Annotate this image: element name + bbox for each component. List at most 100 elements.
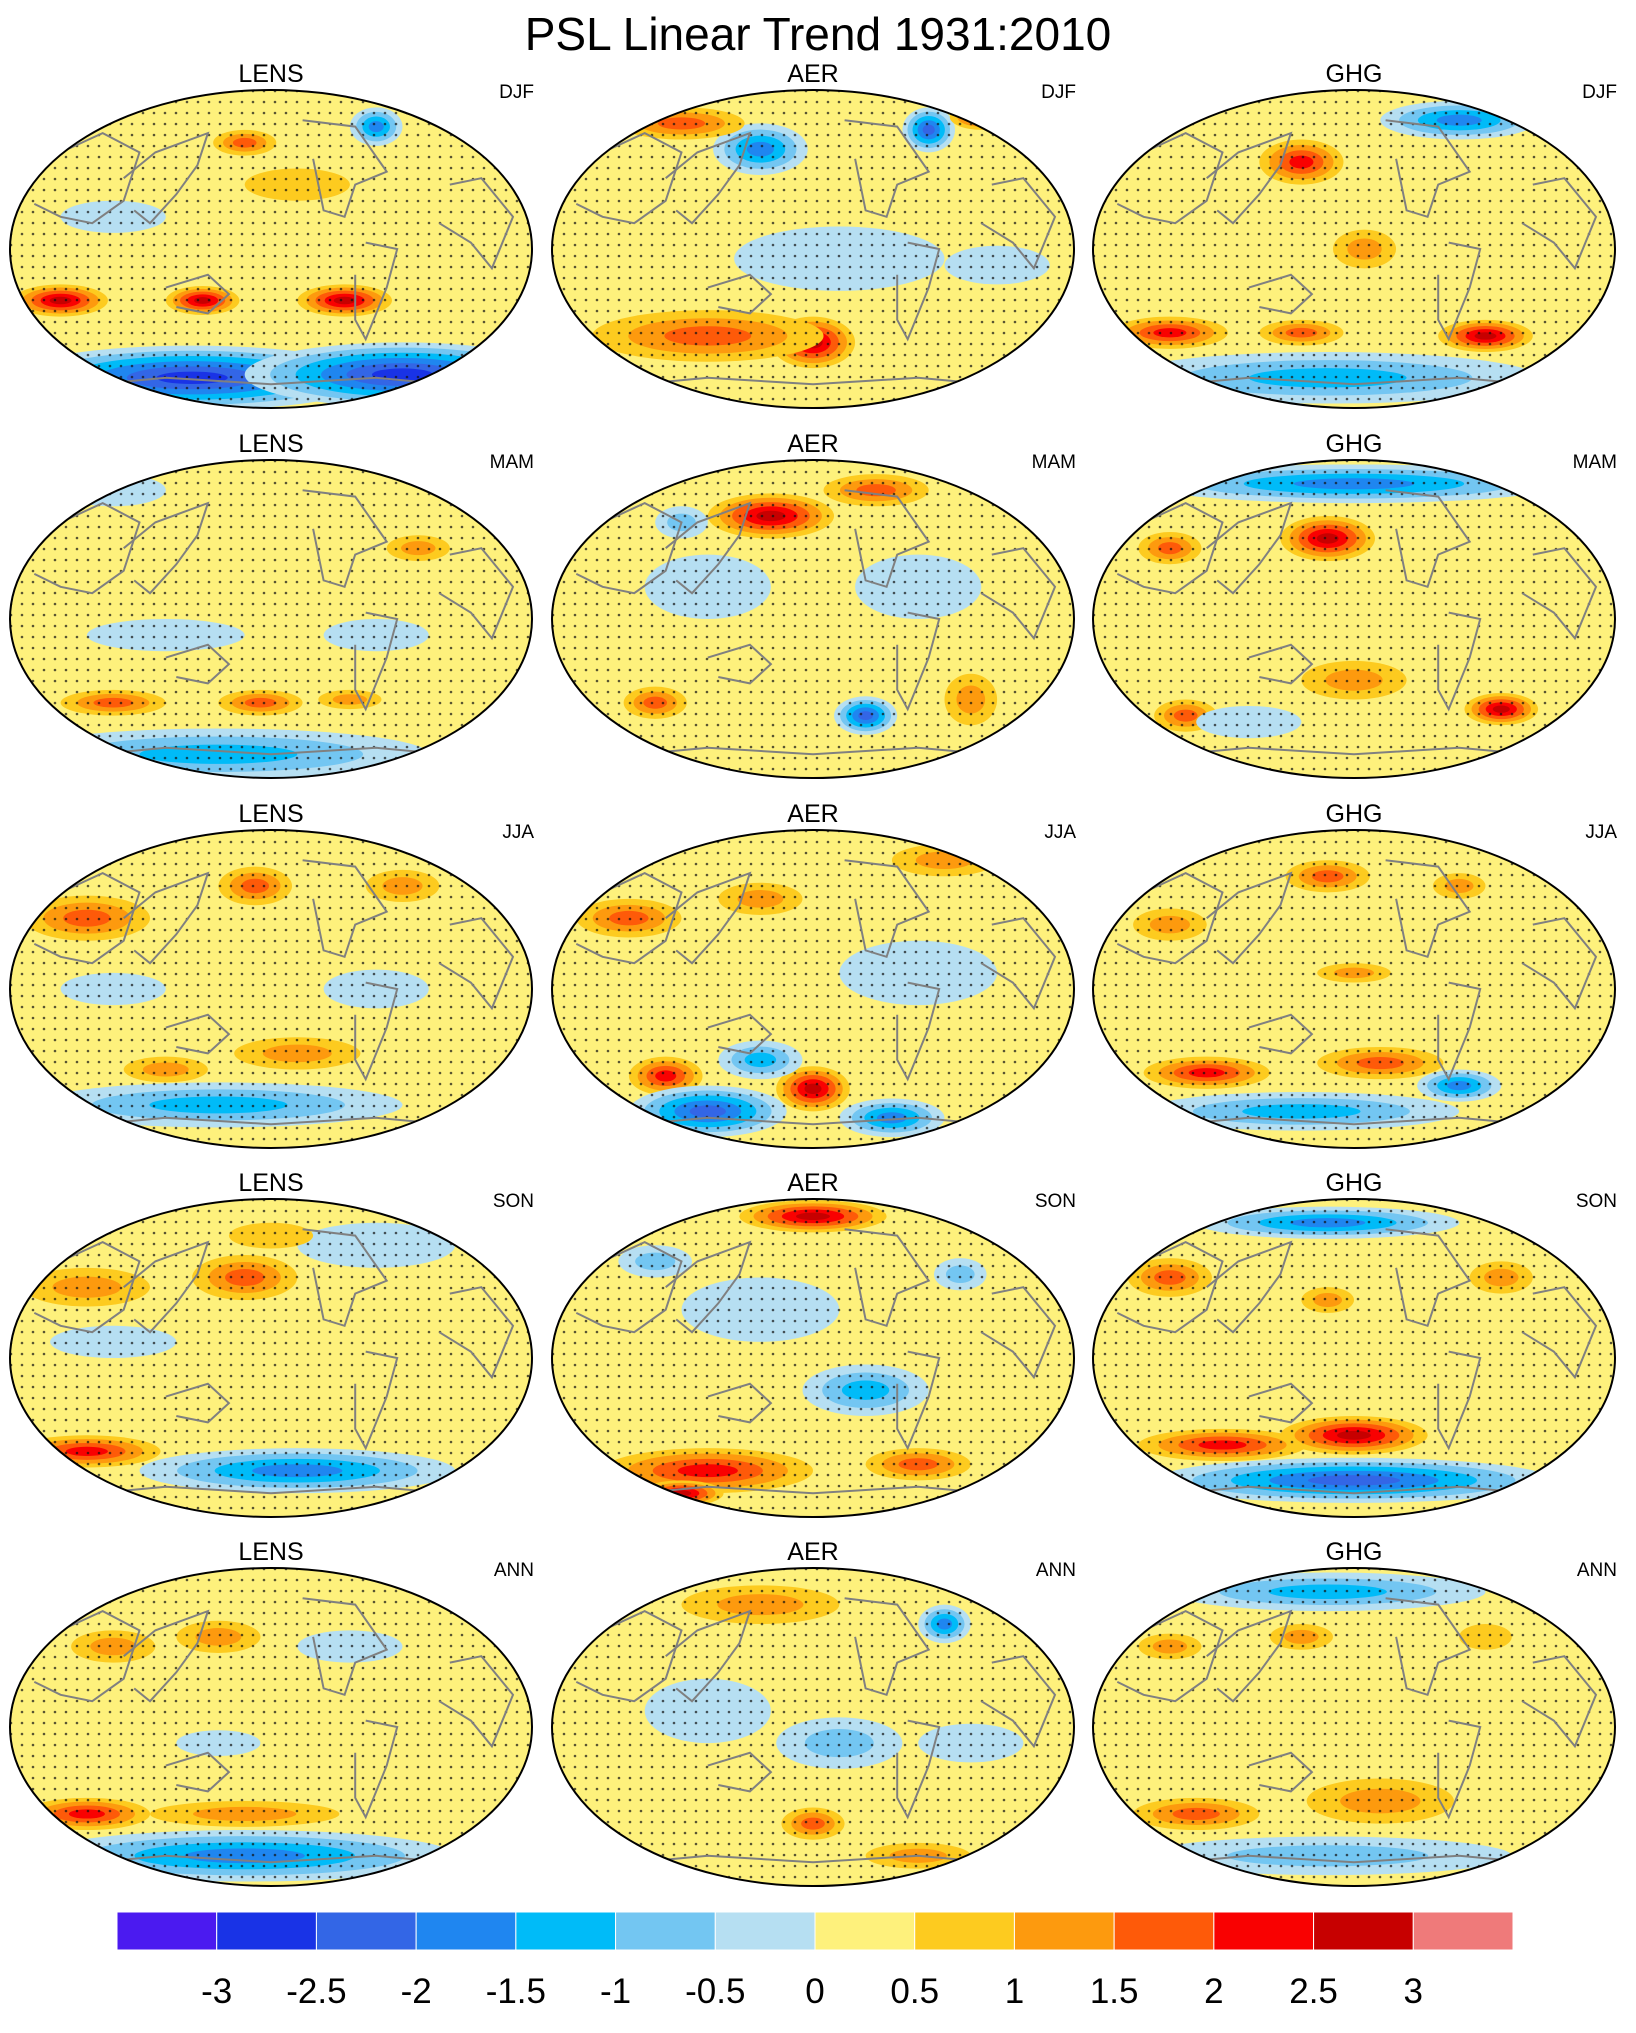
coastline [1206, 1240, 1293, 1334]
coastline [438, 1655, 515, 1749]
colorbar-swatch [415, 1911, 517, 1951]
map-panel: GHG MAM [1091, 430, 1631, 790]
coastline [707, 1751, 773, 1793]
coastline [1248, 273, 1314, 315]
trend-map [1092, 459, 1616, 779]
coastline [165, 1751, 231, 1793]
coastline [165, 643, 231, 685]
coastline [1206, 871, 1293, 965]
coastline [1437, 981, 1482, 1082]
panel-season-label: DJF [1582, 82, 1617, 103]
map-panel: LENS DJF [8, 60, 548, 420]
coastline [60, 746, 482, 759]
coastline [844, 119, 931, 219]
panel-experiment-label: LENS [238, 1169, 304, 1197]
coastline [123, 1240, 210, 1334]
coastline [1521, 1655, 1598, 1749]
map-panel: GHG JJA [1091, 800, 1631, 1160]
coastline [1143, 746, 1565, 759]
colorbar: -3 -2.5 -2 -1.5 -1 -0.5 0 0.5 1 1.5 2 2.5 3 [116, 1911, 1514, 2022]
trend-map [9, 1198, 533, 1518]
significance-stippling [10, 90, 532, 408]
coastline [1385, 119, 1472, 219]
coastline [60, 376, 482, 389]
coastline [1437, 611, 1482, 712]
coastline [665, 871, 752, 965]
coastline [354, 611, 399, 712]
colorbar-tick-label: 3 [1403, 1972, 1424, 2011]
panel-experiment-label: AER [787, 430, 839, 458]
colorbar-tick-label: -1 [600, 1972, 632, 2011]
coastline [665, 1609, 752, 1703]
map-panel: LENS JJA [8, 800, 548, 1160]
coastline [1206, 131, 1293, 225]
coastline [896, 611, 941, 712]
coastline [165, 1013, 231, 1055]
coastline [707, 273, 773, 315]
figure-title: PSL Linear Trend 1931:2010 [524, 8, 1112, 60]
colorbar-swatch [515, 1911, 617, 1951]
map-border [1092, 829, 1616, 1149]
coastline [123, 131, 210, 225]
coastline [896, 241, 941, 342]
trend-map [9, 829, 533, 1149]
coastline [980, 547, 1057, 641]
panel-season-label: JJA [1585, 822, 1617, 843]
map-panel: LENS MAM [8, 430, 548, 790]
significance-stippling [10, 460, 532, 778]
trend-map [9, 89, 533, 409]
map-panel: LENS SON [8, 1169, 548, 1529]
colorbar-tick-label: -2 [400, 1972, 432, 2011]
coastline [844, 489, 931, 589]
colorbar-tick-label: 0.5 [890, 1972, 940, 2011]
coastline [1248, 1751, 1314, 1793]
coastline [1521, 917, 1598, 1011]
panel-experiment-label: AER [787, 60, 839, 88]
coastline [354, 981, 399, 1082]
panel-season-label: MAM [489, 452, 534, 473]
map-panel: GHG ANN [1091, 1538, 1631, 1898]
trend-map [9, 1567, 533, 1887]
map-border [551, 1198, 1075, 1518]
coastline [1206, 501, 1293, 595]
map-border [551, 89, 1075, 409]
colorbar-tick-label: -1.5 [485, 1972, 546, 2011]
coastline [844, 1228, 931, 1328]
map-border [9, 1198, 533, 1518]
coastline [1437, 241, 1482, 342]
coastline [438, 917, 515, 1011]
map-panel: AER SON [550, 1169, 1090, 1529]
map-border [551, 829, 1075, 1149]
trend-map [551, 459, 1075, 779]
coastline [302, 1597, 389, 1697]
colorbar-tick-label: 0 [805, 1972, 825, 2011]
coastline [165, 1382, 231, 1424]
coastline [1248, 1013, 1314, 1055]
significance-stippling [1093, 460, 1615, 778]
significance-stippling [1093, 1199, 1615, 1517]
trend-map [551, 89, 1075, 409]
coastline [602, 746, 1024, 759]
panel-experiment-label: AER [787, 1538, 839, 1566]
coastline [1248, 1382, 1314, 1424]
coastline [980, 1655, 1057, 1749]
significance-stippling [1093, 830, 1615, 1148]
coastline [60, 1485, 482, 1498]
colorbar-swatch [1313, 1911, 1414, 1951]
coastline [438, 547, 515, 641]
map-border [9, 1567, 533, 1887]
coastline [602, 1854, 1024, 1867]
map-border [9, 459, 533, 779]
map-panel: AER DJF [550, 60, 1090, 420]
coastline [844, 859, 931, 959]
coastline [1521, 177, 1598, 271]
significance-stippling [552, 1568, 1074, 1886]
map-panel: LENS ANN [8, 1538, 548, 1898]
significance-stippling [1093, 1568, 1615, 1886]
colorbar-swatch [1013, 1911, 1115, 1951]
coastline [1143, 1854, 1565, 1867]
coastline [1248, 643, 1314, 685]
trend-map [1092, 1198, 1616, 1518]
trend-contour [972, 113, 991, 121]
map-panel: AER ANN [550, 1538, 1090, 1898]
